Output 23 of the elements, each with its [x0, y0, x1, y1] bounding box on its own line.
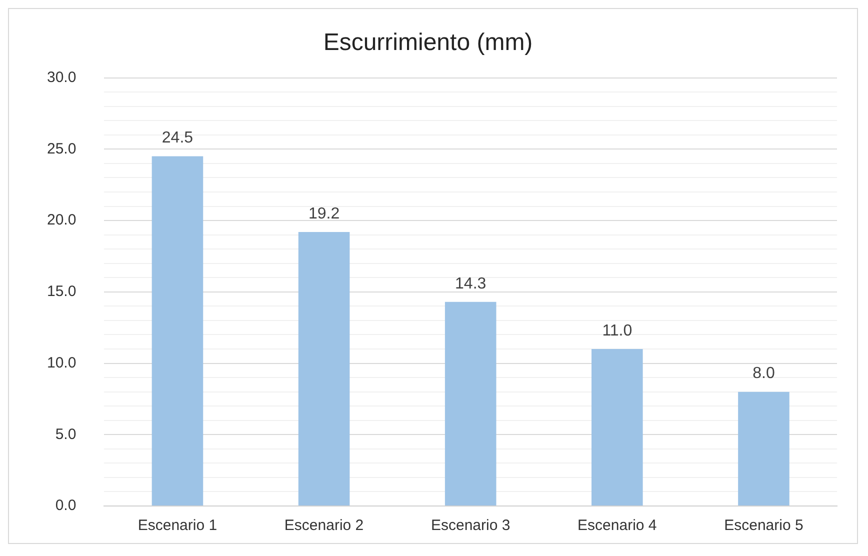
data-label: 24.5 — [162, 130, 194, 147]
x-tick-label: Escenario 4 — [578, 517, 657, 534]
bar — [738, 392, 790, 506]
y-tick-label: 25.0 — [46, 140, 76, 158]
data-label: 8.0 — [752, 365, 775, 382]
x-tick-label: Escenario 3 — [430, 517, 510, 534]
bar — [444, 302, 496, 506]
y-tick-label: 10.0 — [46, 354, 76, 372]
data-label: 19.2 — [308, 205, 340, 222]
x-tick-label: Escenario 5 — [724, 517, 804, 534]
y-tick-label: 20.0 — [46, 212, 76, 229]
x-tick-label: Escenario 2 — [284, 517, 364, 534]
y-tick-label: 15.0 — [46, 283, 76, 300]
data-label: 11.0 — [602, 322, 632, 340]
y-tick-label: 5.0 — [55, 426, 76, 443]
bar — [592, 348, 643, 506]
data-label: 14.3 — [455, 275, 486, 292]
bar — [298, 232, 350, 506]
chart-title: Escurrimiento (mm) — [323, 29, 533, 56]
y-tick-label: 30.0 — [46, 68, 76, 86]
bar — [152, 156, 204, 506]
y-tick-label: 0.0 — [55, 497, 76, 514]
x-tick-label: Escenario 1 — [138, 517, 218, 534]
